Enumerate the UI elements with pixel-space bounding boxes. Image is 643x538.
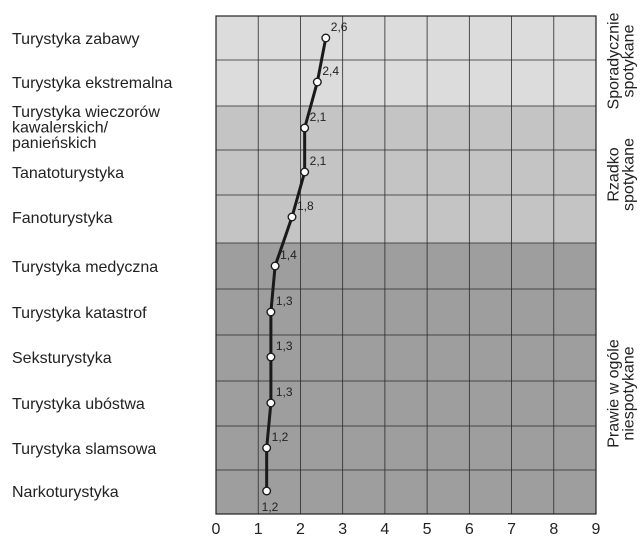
data-label: 1,4	[280, 248, 297, 262]
category-label: Turystyka slamsowa	[12, 441, 156, 458]
x-tick-label: 8	[549, 521, 558, 538]
data-point	[321, 33, 331, 43]
data-label: 1,2	[262, 500, 279, 514]
category-label: Turystyka wieczorów	[12, 104, 160, 121]
data-label: 1,8	[297, 199, 314, 213]
band-backgrounds	[216, 16, 596, 514]
plot-frame	[215, 15, 597, 515]
data-label: 2,4	[322, 64, 339, 78]
grid-lines	[216, 16, 596, 514]
data-point	[312, 77, 322, 87]
x-tick-label: 4	[380, 521, 389, 538]
band-1	[216, 16, 596, 106]
band-label-line: spotykane	[621, 138, 638, 211]
x-tick-label: 2	[296, 521, 305, 538]
category-label: Turystyka zabawy	[12, 31, 139, 48]
data-series: 2,6 2,4 2,1 2,1 1,8 1,4 1,3 1,3 1,3 1,2 1,2	[262, 20, 348, 514]
category-label: Turystyka medyczna	[12, 259, 158, 276]
category-label: Seksturystyka	[12, 350, 112, 367]
x-tick-label: 9	[592, 521, 601, 538]
x-tick-label: 6	[465, 521, 474, 538]
band-2	[216, 106, 596, 243]
band-label-line: niespotykane	[621, 346, 638, 440]
data-label: 2,1	[310, 110, 327, 124]
category-label: Turystyka ubóstwa	[12, 396, 145, 413]
band-label-line: spotykane	[621, 24, 638, 97]
category-label: Fanoturystyka	[12, 210, 113, 227]
data-point	[266, 307, 276, 317]
category-label: Narkoturystyka	[12, 484, 119, 501]
data-point	[262, 443, 272, 453]
data-label: 2,6	[331, 20, 348, 34]
data-point	[270, 261, 280, 271]
data-label: 1,3	[276, 294, 293, 308]
category-label: Turystyka katastrof	[12, 305, 147, 322]
data-point	[262, 486, 272, 496]
x-tick-label: 7	[507, 521, 516, 538]
category-label: panieńskich	[12, 135, 97, 152]
x-tick-label: 0	[212, 521, 221, 538]
x-tick-label: 3	[338, 521, 347, 538]
data-label: 1,3	[276, 385, 293, 399]
band-labels: SporadyczniespotykaneRzadkospotykanePraw…	[606, 12, 638, 447]
category-label: Tanatoturystyka	[12, 165, 124, 182]
data-point	[287, 212, 297, 222]
data-point	[300, 123, 310, 133]
data-label: 1,2	[272, 430, 289, 444]
category-label: kawalerskich/	[12, 120, 109, 137]
data-point	[266, 352, 276, 362]
x-axis-tick-labels: 0 1 2 3 4 5 6 7 8 9	[212, 521, 601, 538]
data-label: 1,3	[276, 339, 293, 353]
band-label-line: Prawie w ogóle	[606, 339, 623, 448]
data-point	[300, 167, 310, 177]
data-label: 2,1	[310, 154, 327, 168]
band-label-line: Rzadko	[606, 147, 623, 201]
data-point	[266, 398, 276, 408]
band-3	[216, 243, 596, 514]
category-labels: Turystyka zabawy Turystyka ekstremalna Tur…	[12, 31, 172, 501]
category-label: Turystyka ekstremalna	[12, 75, 172, 92]
band-label-line: Sporadycznie	[606, 12, 623, 109]
x-tick-label: 5	[423, 521, 432, 538]
x-tick-label: 1	[254, 521, 263, 538]
